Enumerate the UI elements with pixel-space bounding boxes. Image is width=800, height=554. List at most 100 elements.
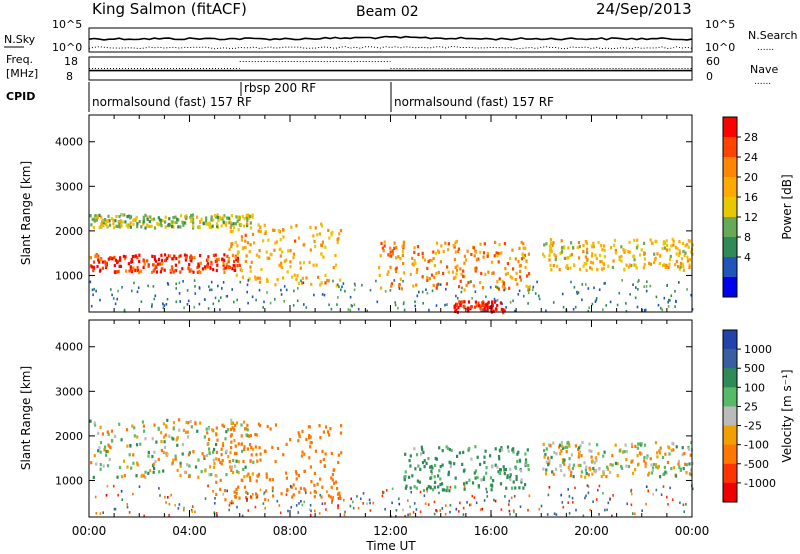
velocity-echo-cell bbox=[509, 473, 512, 477]
velocity-echo-cell bbox=[297, 439, 300, 443]
power-colorbar-swatches bbox=[723, 117, 737, 298]
velocity-echo-cell bbox=[578, 446, 581, 450]
power-echo-cell bbox=[241, 275, 244, 279]
velocity-echo-cell bbox=[235, 469, 239, 474]
velocity-echo-cell bbox=[162, 422, 165, 426]
velocity-echo-cell bbox=[542, 442, 545, 446]
power-echo-cell bbox=[232, 222, 235, 226]
power-echo-cell bbox=[197, 262, 200, 266]
velocity-echo-cell bbox=[571, 466, 574, 471]
power-echo-cell bbox=[518, 246, 521, 250]
power-echo-cell bbox=[321, 240, 324, 244]
velocity-echo-cell bbox=[297, 431, 300, 435]
velocity-echo-cell bbox=[319, 477, 322, 481]
power-echo-cell bbox=[205, 222, 208, 226]
velocity-echo-cell bbox=[285, 471, 288, 475]
power-echo-cell bbox=[206, 257, 209, 261]
velocity-scatter-cell bbox=[435, 509, 437, 512]
velocity-echo-cell bbox=[309, 465, 312, 469]
power-echo-cell bbox=[390, 282, 393, 286]
power-echo-cell bbox=[248, 216, 251, 220]
velocity-echo-cell bbox=[614, 443, 617, 447]
velocity-echo-cell bbox=[274, 423, 278, 427]
velocity-echo-cell bbox=[423, 465, 426, 469]
velocity-echo-cell bbox=[518, 486, 521, 490]
power-echo-cell bbox=[196, 270, 199, 274]
power-echo-cell bbox=[583, 261, 586, 266]
velocity-echo-cell bbox=[688, 462, 691, 466]
power-echo-cell bbox=[287, 249, 290, 253]
velocity-echo-cell bbox=[690, 468, 693, 472]
power-echo-cell bbox=[681, 262, 684, 266]
power-scatter-cell bbox=[321, 293, 324, 296]
power-echo-cell bbox=[171, 257, 174, 261]
power-echo-cell bbox=[258, 255, 261, 259]
power-echo-cell bbox=[164, 215, 167, 219]
velocity-echo-cell bbox=[201, 452, 204, 456]
velocity-echo-cell bbox=[182, 428, 185, 432]
velocity-echo-cell bbox=[645, 456, 648, 460]
velocity-echo-cell bbox=[419, 467, 422, 471]
power-echo-cell bbox=[653, 252, 656, 256]
power-echo-cell bbox=[481, 286, 485, 290]
power-scatter-cell bbox=[151, 303, 153, 306]
power-echo-cell bbox=[582, 244, 585, 248]
power-echo-cell bbox=[612, 259, 615, 263]
velocity-echo-cell bbox=[463, 487, 466, 491]
noise-right-bottom-tick: 10^0 bbox=[705, 41, 735, 54]
velocity-echo-cell bbox=[555, 467, 558, 471]
power-echo-cell bbox=[684, 251, 687, 255]
velocity-echo-cell bbox=[602, 472, 605, 476]
power-scatter-cell bbox=[349, 308, 352, 312]
power-echo-cell bbox=[249, 243, 252, 247]
power-scatter-cell bbox=[394, 303, 397, 307]
freq-label-line2: [MHz] bbox=[6, 67, 38, 80]
velocity-echo-cell bbox=[187, 421, 190, 425]
velocity-echo-cell bbox=[135, 443, 139, 447]
power-scatter-cell bbox=[225, 295, 228, 298]
velocity-echo-cell bbox=[101, 432, 104, 436]
power-scatter-cell bbox=[505, 306, 507, 309]
power-scatter-cell bbox=[418, 290, 420, 294]
power-echo-cell bbox=[635, 246, 639, 250]
velocity-scatter-cell bbox=[360, 497, 362, 501]
power-echo-cell bbox=[504, 267, 507, 271]
velocity-scatter-cell bbox=[519, 505, 522, 508]
velocity-echo-cell bbox=[334, 480, 338, 484]
power-scatter-cell bbox=[336, 303, 338, 306]
cpid-segment-1: normalsound (fast) 157 RF bbox=[92, 95, 252, 109]
power-echo-cell bbox=[230, 214, 233, 218]
velocity-scatter-cell bbox=[662, 485, 665, 488]
power-echo-cell bbox=[146, 259, 149, 263]
power-echo-cell bbox=[128, 269, 131, 273]
velocity-scatter-cell bbox=[143, 514, 145, 518]
power-echo-cell bbox=[401, 253, 404, 257]
velocity-echo-cell bbox=[142, 474, 145, 478]
power-scatter-cell bbox=[283, 285, 286, 288]
velocity-scatter-cell bbox=[309, 491, 312, 495]
power-echo-cell bbox=[136, 225, 139, 229]
power-echo-cell bbox=[502, 311, 505, 315]
velocity-echo-cell bbox=[338, 494, 341, 498]
power-scatter-cell bbox=[269, 301, 272, 305]
velocity-scatter-cell bbox=[391, 501, 393, 505]
power-scatter-cell bbox=[251, 295, 254, 299]
power-scatter-cell bbox=[217, 284, 219, 288]
velocity-echo-cell bbox=[559, 443, 562, 447]
velocity-echo-cell bbox=[479, 462, 482, 466]
power-scatter-cell bbox=[152, 285, 155, 288]
velocity-echo-cell bbox=[157, 426, 160, 430]
velocity-scatter-cell bbox=[165, 501, 167, 504]
power-echo-cell bbox=[440, 244, 443, 248]
power-echo-cell bbox=[204, 267, 207, 271]
power-scatter-cell bbox=[603, 282, 605, 285]
power-echo-cell bbox=[257, 223, 260, 227]
power-scatter-cell bbox=[588, 306, 590, 309]
power-echo-cell bbox=[467, 309, 470, 313]
velocity-scatter-cell bbox=[99, 512, 102, 515]
velocity-scatter-cell bbox=[409, 505, 411, 509]
velocity-scatter-cell bbox=[247, 509, 250, 512]
power-echo-cell bbox=[618, 258, 621, 262]
power-echo-cell bbox=[586, 247, 589, 251]
power-scatter-cell bbox=[293, 289, 295, 293]
